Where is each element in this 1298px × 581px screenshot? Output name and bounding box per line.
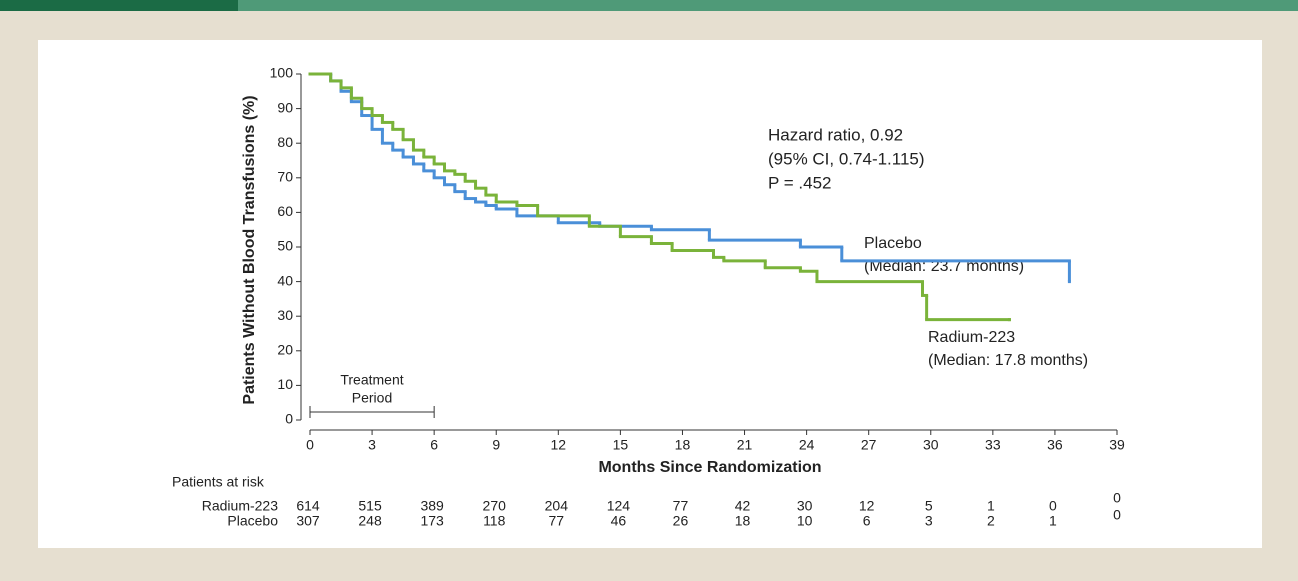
- y-tick-label: 0: [285, 411, 293, 427]
- y-axis-label: Patients Without Blood Transfusions (%): [241, 95, 258, 404]
- series-label: (Median: 23.7 months): [864, 258, 1024, 275]
- annotation: (95% CI, 0.74-1.115): [768, 149, 925, 168]
- risk-count: 26: [673, 513, 689, 529]
- y-tick-label: 100: [270, 65, 294, 81]
- annotation: P = .452: [768, 173, 832, 192]
- x-tick-label: 15: [613, 437, 629, 453]
- x-tick-label: 36: [1047, 437, 1063, 453]
- risk-count: 270: [483, 498, 507, 514]
- y-tick-label: 90: [277, 99, 293, 115]
- x-tick-label: 0: [306, 437, 314, 453]
- x-tick-label: 33: [985, 437, 1001, 453]
- series-label: Placebo: [864, 235, 922, 252]
- risk-count: 10: [797, 513, 813, 529]
- treatment-label: Treatment: [340, 372, 403, 388]
- x-tick-label: 12: [551, 437, 567, 453]
- risk-count: 515: [358, 498, 382, 514]
- y-tick-label: 70: [277, 169, 293, 185]
- series-label: Radium-223: [928, 329, 1015, 346]
- risk-count: 42: [735, 498, 751, 514]
- x-tick-label: 39: [1109, 437, 1125, 453]
- x-tick-label: 24: [799, 437, 815, 453]
- x-tick-label: 18: [675, 437, 691, 453]
- x-tick-label: 9: [492, 437, 500, 453]
- risk-count: 614: [296, 498, 320, 514]
- x-tick-label: 3: [368, 437, 376, 453]
- annotation: Hazard ratio, 0.92: [768, 125, 903, 144]
- risk-count: 0: [1113, 507, 1121, 523]
- series-label: (Median: 17.8 months): [928, 352, 1088, 369]
- risk-count: 30: [797, 498, 813, 514]
- y-tick-label: 30: [277, 307, 293, 323]
- y-tick-label: 60: [277, 203, 293, 219]
- header-bar: [238, 0, 1298, 11]
- risk-count: 2: [987, 513, 995, 529]
- risk-count: 307: [296, 513, 320, 529]
- x-tick-label: 30: [923, 437, 939, 453]
- y-tick-label: 10: [277, 376, 293, 392]
- risk-title: Patients at risk: [172, 474, 265, 490]
- risk-count: 46: [611, 513, 627, 529]
- risk-row-label: Placebo: [227, 513, 278, 529]
- risk-count: 77: [549, 513, 565, 529]
- risk-count: 1: [1049, 513, 1057, 529]
- risk-count: 5: [925, 498, 933, 514]
- y-tick-label: 80: [277, 134, 293, 150]
- risk-count: 389: [420, 498, 444, 514]
- risk-count: 3: [925, 513, 933, 529]
- x-tick-label: 27: [861, 437, 877, 453]
- y-tick-label: 20: [277, 342, 293, 358]
- treatment-label: Period: [352, 390, 392, 406]
- risk-count: 0: [1113, 490, 1121, 506]
- x-axis-label: Months Since Randomization: [598, 459, 821, 476]
- risk-count: 118: [483, 513, 506, 529]
- y-tick-label: 50: [277, 238, 293, 254]
- panel: [38, 40, 1262, 548]
- risk-count: 12: [859, 498, 875, 514]
- risk-count: 18: [735, 513, 751, 529]
- x-tick-label: 6: [430, 437, 438, 453]
- risk-count: 0: [1049, 498, 1057, 514]
- y-tick-label: 40: [277, 272, 293, 288]
- x-tick-label: 21: [737, 437, 753, 453]
- risk-count: 6: [863, 513, 871, 529]
- risk-count: 248: [358, 513, 382, 529]
- risk-count: 173: [420, 513, 444, 529]
- risk-count: 77: [673, 498, 689, 514]
- risk-count: 124: [607, 498, 631, 514]
- risk-count: 1: [987, 498, 995, 514]
- risk-row-label: Radium-223: [202, 498, 278, 514]
- header-bar-dark: [0, 0, 238, 11]
- risk-count: 204: [545, 498, 569, 514]
